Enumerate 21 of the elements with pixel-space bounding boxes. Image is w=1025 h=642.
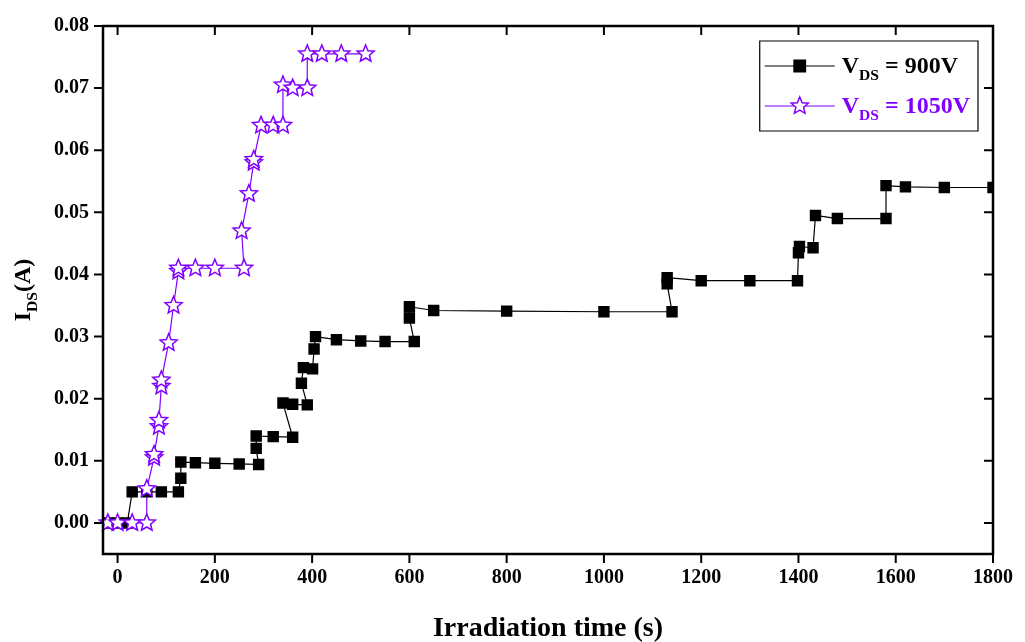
y-tick-label: 0.02 bbox=[54, 385, 89, 408]
y-tick-label: 0.05 bbox=[54, 199, 89, 222]
x-tick-label: 800 bbox=[491, 565, 522, 588]
y-tick-label: 0.06 bbox=[54, 137, 89, 160]
y-tick-label: 0.04 bbox=[54, 261, 89, 284]
x-tick-label: 600 bbox=[394, 565, 425, 588]
x-tick-label: 1200 bbox=[681, 565, 722, 588]
x-tick-label: 400 bbox=[297, 565, 328, 588]
x-tick-label: 1800 bbox=[973, 565, 1013, 588]
y-axis-title: IDS(A) bbox=[9, 258, 41, 322]
y-tick-label: 0.08 bbox=[54, 13, 89, 36]
x-tick-label: 1400 bbox=[778, 565, 819, 588]
y-tick-label: 0.03 bbox=[54, 323, 89, 346]
x-tick-label: 1600 bbox=[875, 565, 916, 588]
y-tick-label: 0.07 bbox=[54, 75, 89, 98]
y-tick-label: 0.00 bbox=[54, 510, 89, 533]
x-tick-label: 0 bbox=[112, 565, 123, 588]
x-tick-label: 200 bbox=[199, 565, 230, 588]
y-tick-label: 0.01 bbox=[54, 448, 89, 470]
x-axis-title: Irradiation time (s) bbox=[432, 611, 664, 642]
x-tick-label: 1000 bbox=[583, 565, 624, 588]
